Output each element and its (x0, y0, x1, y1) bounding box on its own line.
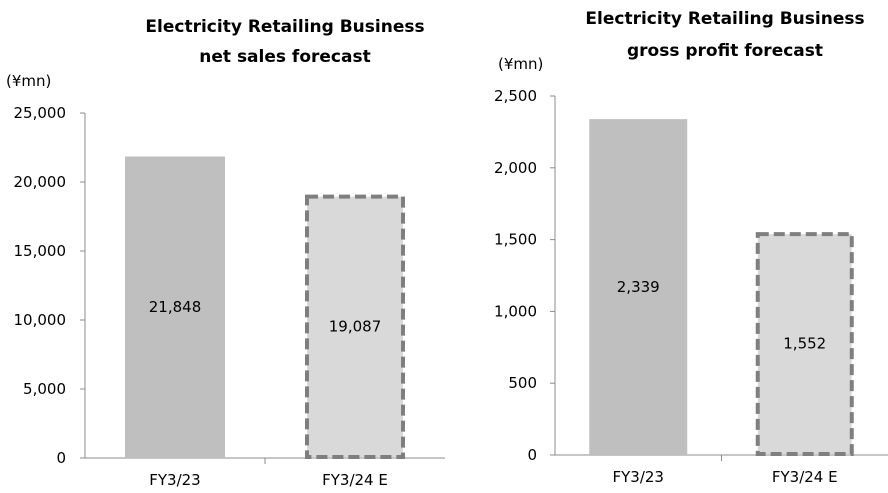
chart1-data-label-2: 19,087 (329, 317, 382, 335)
chart1-title-line-2: net sales forecast (199, 47, 370, 67)
chart1-y-tick-label: 10,000 (14, 311, 67, 329)
chart2-data-label-1: 2,339 (617, 278, 660, 296)
chart1-y-tick-label: 15,000 (14, 242, 67, 260)
chart1-category-label-2: FY3/24 E (322, 471, 388, 489)
chart1-bar-1 (125, 156, 225, 458)
chart2-y-tick-label: 2,500 (494, 87, 537, 105)
chart2-bar-2 (755, 232, 854, 456)
chart2-title-line-2: gross profit forecast (627, 41, 823, 61)
chart1-y-tick-label: 0 (56, 449, 66, 467)
chart2-y-tick-label: 1,500 (494, 231, 537, 249)
chart2-y-tick-label: 0 (527, 446, 537, 464)
chart2-y-tick-label: 500 (508, 374, 537, 392)
chart1-title-line-1: Electricity Retailing Business (145, 17, 424, 37)
chart1-category-label-1: FY3/23 (149, 471, 200, 489)
chart2-category-label-2: FY3/24 E (772, 468, 838, 486)
chart1-y-tick-label: 5,000 (23, 380, 66, 398)
chart2-bar-1 (589, 119, 688, 455)
chart2-y-tick-label: 1,000 (494, 302, 537, 320)
chart1-unit-label: (¥mn) (6, 72, 51, 90)
chart1-y-tick-label: 25,000 (14, 104, 67, 122)
chart1-bar-2 (305, 194, 405, 459)
chart2-data-label-2: 1,552 (783, 335, 826, 353)
chart2-category-label-1: FY3/23 (613, 468, 664, 486)
chart2-title-line-1: Electricity Retailing Business (585, 9, 864, 29)
chart2-unit-label: (¥mn) (498, 55, 543, 73)
chart2-y-tick-label: 2,000 (494, 159, 537, 177)
chart1-y-tick-label: 20,000 (14, 173, 67, 191)
chart1-data-label-1: 21,848 (149, 298, 202, 316)
